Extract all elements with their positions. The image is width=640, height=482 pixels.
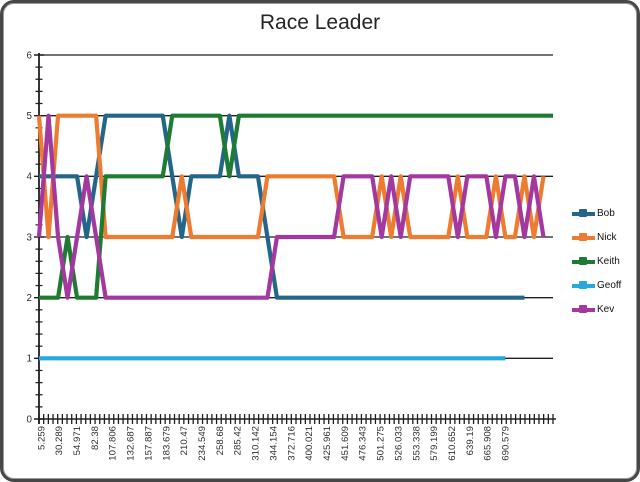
svg-text:451.609: 451.609 <box>340 426 351 461</box>
svg-text:425.961: 425.961 <box>322 426 333 461</box>
legend-marker-icon <box>572 233 595 242</box>
series-bob <box>39 113 525 300</box>
svg-text:372.716: 372.716 <box>286 426 297 461</box>
legend-label: Kev <box>597 304 615 315</box>
svg-text:5.259: 5.259 <box>36 426 47 450</box>
y-axis-labels: 0 1 2 3 4 5 6 <box>27 50 33 425</box>
x-axis-labels: 5.259 30.289 54.971 82.38 107.806 132.687 157.… <box>36 425 511 460</box>
svg-text:639.19: 639.19 <box>465 426 476 455</box>
series-lines <box>36 113 553 361</box>
svg-text:553.338: 553.338 <box>411 426 422 461</box>
legend-marker-icon <box>572 257 595 266</box>
svg-text:157.887: 157.887 <box>143 426 154 461</box>
svg-text:285.42: 285.42 <box>233 426 244 455</box>
legend-item-geoff: Geoff <box>572 280 621 291</box>
svg-text:5: 5 <box>27 111 33 122</box>
svg-text:3: 3 <box>27 232 33 243</box>
legend-marker-icon <box>572 305 595 314</box>
svg-text:1: 1 <box>27 354 32 365</box>
svg-text:476.343: 476.343 <box>358 426 369 461</box>
svg-text:400.021: 400.021 <box>304 426 315 461</box>
gridlines <box>39 54 553 359</box>
svg-text:2: 2 <box>27 293 32 304</box>
svg-text:6: 6 <box>27 50 33 61</box>
svg-text:610.652: 610.652 <box>447 426 458 461</box>
svg-text:0: 0 <box>27 414 33 425</box>
svg-text:107.806: 107.806 <box>108 426 119 461</box>
legend-item-bob: Bob <box>572 208 621 219</box>
legend-item-kev: Kev <box>572 304 621 315</box>
svg-text:234.549: 234.549 <box>197 426 208 461</box>
svg-text:579.199: 579.199 <box>429 426 440 461</box>
svg-text:344.154: 344.154 <box>268 425 279 460</box>
legend-marker-icon <box>572 209 595 218</box>
svg-text:526.033: 526.033 <box>393 426 404 461</box>
series-kev <box>36 113 546 300</box>
svg-text:4: 4 <box>27 172 33 183</box>
legend-label: Keith <box>597 256 620 267</box>
legend-label: Nick <box>597 232 617 243</box>
legend-item-nick: Nick <box>572 232 621 243</box>
svg-text:690.579: 690.579 <box>501 426 512 461</box>
svg-text:310.142: 310.142 <box>251 426 262 461</box>
series-nick <box>36 113 546 240</box>
chart-title: Race Leader <box>259 11 381 34</box>
svg-text:30.289: 30.289 <box>54 426 65 455</box>
svg-text:183.679: 183.679 <box>161 426 172 461</box>
svg-text:501.275: 501.275 <box>376 426 387 461</box>
legend-label: Bob <box>597 208 615 219</box>
svg-text:54.971: 54.971 <box>72 426 83 455</box>
chart-legend: Bob Nick Keith Geoff Kev <box>572 208 621 328</box>
legend-marker-icon <box>572 281 595 290</box>
svg-text:132.687: 132.687 <box>126 426 137 461</box>
svg-text:258.68: 258.68 <box>215 426 226 455</box>
svg-text:210.47: 210.47 <box>179 426 190 455</box>
svg-text:665.908: 665.908 <box>483 426 494 461</box>
legend-label: Geoff <box>597 280 622 291</box>
race-leader-plot: 0 1 2 3 4 5 6 5.259 30.289 54.971 82.38 107.806 132.… <box>27 50 556 461</box>
series-keith <box>39 113 553 300</box>
legend-item-keith: Keith <box>572 256 621 267</box>
svg-text:82.38: 82.38 <box>90 426 101 450</box>
